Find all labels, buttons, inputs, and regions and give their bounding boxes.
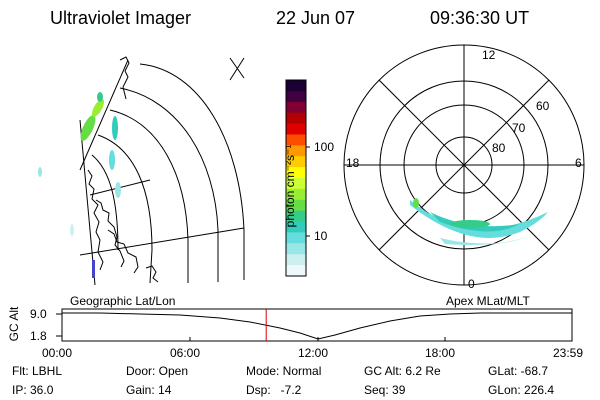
- time-label: 09:36:30 UT: [430, 8, 530, 28]
- geographic-map: [38, 56, 245, 286]
- geographic-label: Geographic Lat/Lon: [70, 294, 176, 308]
- mlat-label-60: 60: [536, 99, 550, 113]
- colorbar-swatch: [286, 178, 306, 190]
- time-tick-1200: 12:00: [298, 346, 329, 360]
- colorbar-swatch: [286, 188, 306, 201]
- colorbar-tick-10: 10: [314, 229, 328, 243]
- polar-aurora: [410, 198, 548, 245]
- colorbar-swatch: [286, 123, 306, 136]
- colorbar-swatch: [286, 101, 306, 114]
- polar-grid: [343, 44, 585, 286]
- altitude-tick-1-8: 1.8: [30, 329, 47, 343]
- colorbar-swatch: [286, 167, 306, 179]
- colorbar-swatch: [286, 134, 306, 146]
- colorbar-swatch: [286, 156, 306, 168]
- mlt-label-18: 18: [346, 156, 360, 170]
- colorbar-swatch: [286, 199, 306, 212]
- mlt-label-0: 0: [468, 277, 475, 291]
- mlt-label-12: 12: [482, 48, 496, 62]
- mode-status: Mode: Normal: [246, 364, 322, 378]
- colorbar-swatch: [286, 90, 306, 103]
- mlt-label-6: 6: [575, 156, 582, 170]
- gc-alt-status: GC Alt: 6.2 Re: [364, 364, 441, 378]
- apex-label: Apex MLat/MLT: [446, 294, 530, 308]
- glon-status: GLon: 226.4: [488, 383, 555, 397]
- colorbar-swatch: [286, 254, 306, 266]
- seq-status: Seq: 39: [364, 383, 406, 397]
- altitude-curve: [62, 312, 572, 340]
- colorbar-swatch: [286, 145, 306, 157]
- colorbar-unit-label: photon cm⁻²s⁻¹: [283, 144, 297, 228]
- instrument-title: Ultraviolet Imager: [50, 8, 192, 28]
- altitude-axis-label: GC Alt: [7, 306, 21, 342]
- time-tick-2359: 23:59: [553, 346, 584, 360]
- colorbar: [285, 79, 307, 277]
- mlat-label-70: 70: [512, 121, 526, 135]
- colorbar-swatch: [286, 210, 306, 223]
- gain-status: Gain: 14: [126, 383, 172, 397]
- colorbar-swatch: [286, 112, 306, 125]
- colorbar-swatch: [286, 221, 306, 234]
- colorbar-swatch: [286, 243, 306, 255]
- colorbar-swatch: [286, 80, 306, 92]
- time-tick-0000: 00:00: [42, 346, 73, 360]
- altitude-tick-9: 9.0: [30, 307, 47, 321]
- colorbar-swatch: [286, 232, 306, 244]
- mlat-label-80: 80: [492, 141, 506, 155]
- colorbar-frame: [285, 79, 307, 277]
- dsp-status: Dsp: -7.2: [246, 383, 302, 397]
- time-tick-0600: 06:00: [170, 346, 201, 360]
- colorbar-ticks: [306, 146, 310, 237]
- altitude-plot: [56, 308, 573, 342]
- colorbar-tick-100: 100: [314, 140, 335, 154]
- time-tick-1800: 18:00: [425, 346, 456, 360]
- filter-status: Flt: LBHL: [12, 364, 63, 378]
- door-status: Door: Open: [126, 364, 189, 378]
- glat-status: GLat: -68.7: [488, 364, 549, 378]
- colorbar-swatch: [286, 265, 306, 277]
- ip-status: IP: 36.0: [12, 383, 54, 397]
- date-label: 22 Jun 07: [276, 8, 356, 28]
